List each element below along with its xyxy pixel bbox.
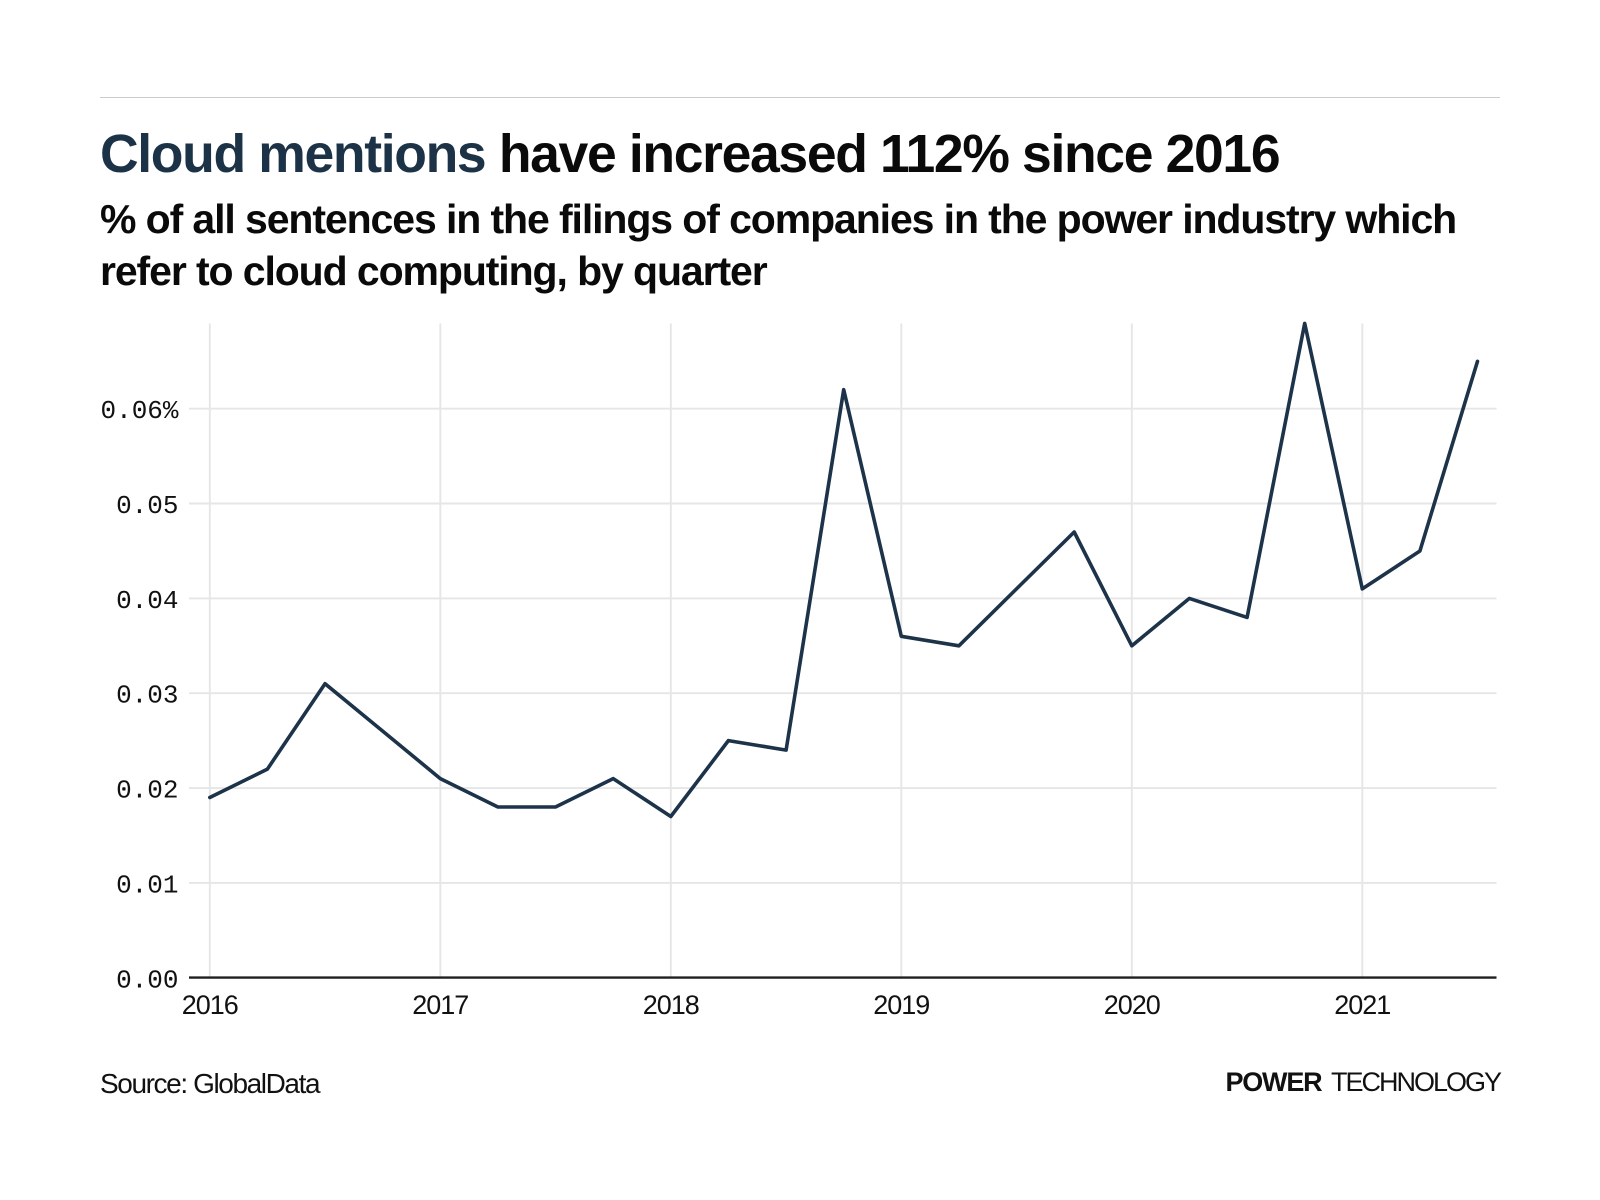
svg-text:2016: 2016 xyxy=(182,990,238,1020)
svg-text:0.01: 0.01 xyxy=(116,870,178,900)
svg-text:2021: 2021 xyxy=(1334,990,1390,1020)
svg-text:0.04: 0.04 xyxy=(116,586,178,616)
svg-text:2017: 2017 xyxy=(412,990,468,1020)
svg-text:0.05: 0.05 xyxy=(116,491,178,521)
svg-text:0.00: 0.00 xyxy=(116,965,178,995)
svg-text:0.06%: 0.06% xyxy=(100,396,178,426)
svg-text:2018: 2018 xyxy=(643,990,699,1020)
svg-text:2019: 2019 xyxy=(873,990,929,1020)
svg-text:0.02: 0.02 xyxy=(116,776,178,806)
svg-text:0.03: 0.03 xyxy=(116,681,178,711)
svg-text:2020: 2020 xyxy=(1104,990,1160,1020)
